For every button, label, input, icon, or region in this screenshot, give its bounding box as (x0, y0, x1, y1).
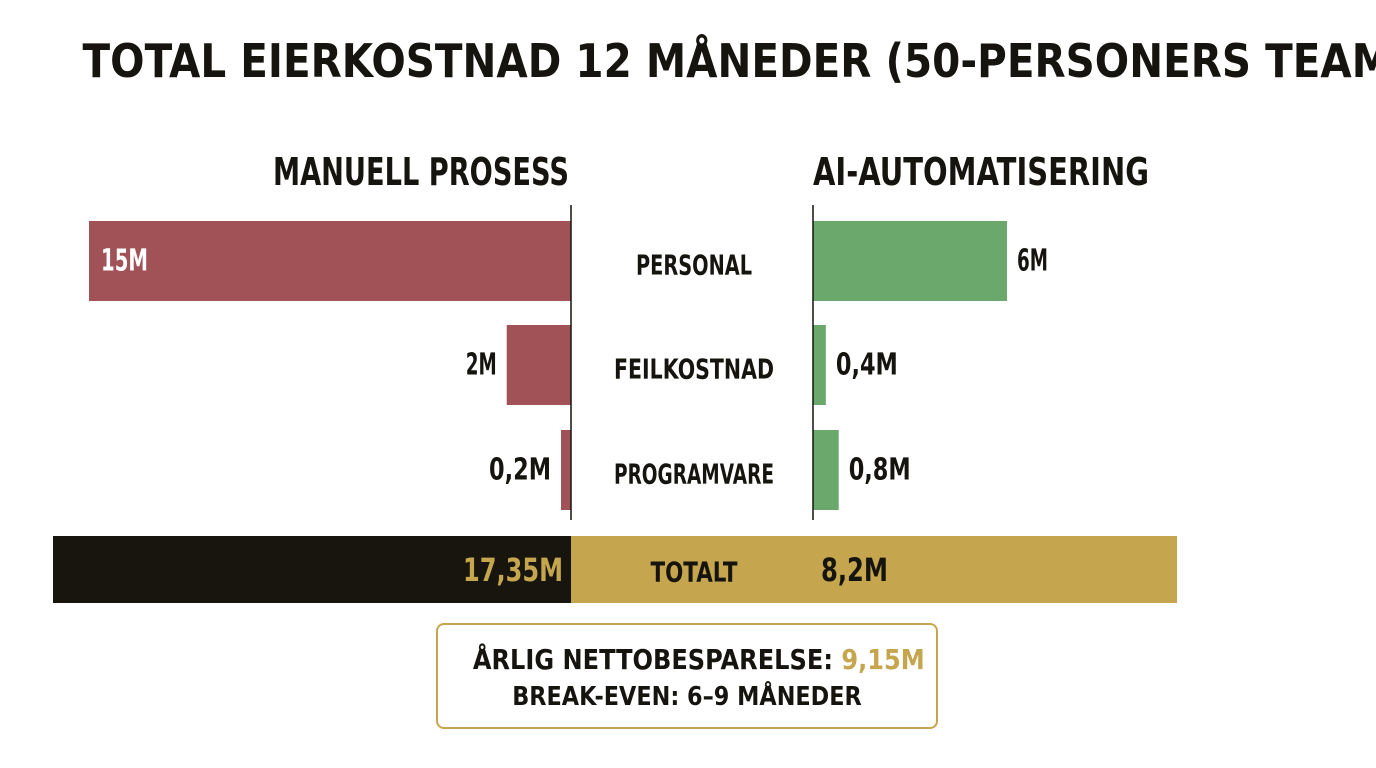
ai-value-label-1: 0,4M (836, 348, 898, 383)
savings-line: ÅRLIG NETTOBESPARELSE: 9,15M (472, 643, 925, 676)
total-category-label: TOTALT (651, 556, 738, 589)
manual-value-label-1: 2M (466, 348, 497, 383)
manual-bar-1 (506, 325, 571, 405)
total-manual-label: 17,35M (463, 551, 563, 589)
category-label-0: PERSONAL (636, 249, 752, 282)
ai-value-label-0: 6M (1017, 244, 1048, 279)
chart-title: TOTAL EIERKOSTNAD 12 MÅNEDER (50-PERSONE… (82, 34, 1376, 88)
butterfly-chart: MANUELL PROSESS AI-AUTOMATISERING 15M 6M PER… (53, 150, 1177, 603)
total-ai-label: 8,2M (821, 551, 888, 589)
savings-label: ÅRLIG NETTOBESPARELSE: (472, 643, 833, 676)
total-manual-bar (53, 536, 571, 603)
savings-summary-box: ÅRLIG NETTOBESPARELSE: 9,15M BREAK-EVEN:… (436, 623, 938, 729)
ai-bar-0 (813, 221, 1007, 301)
manual-bar-0 (89, 221, 571, 301)
ai-value-label-2: 0,8M (849, 453, 911, 488)
manual-bar-2 (561, 430, 571, 510)
category-label-1: FEILKOSTNAD (614, 353, 774, 386)
manual-value-label-2: 0,2M (489, 453, 551, 488)
manual-value-label-0: 15M (101, 244, 148, 279)
savings-value: 9,15M (841, 643, 925, 676)
category-label-2: PROGRAMVARE (614, 458, 774, 491)
total-ai-bar (571, 536, 1177, 603)
breakeven-text: BREAK-EVEN: 6–9 MÅNEDER (512, 682, 862, 712)
ai-series-header: AI-AUTOMATISERING (813, 150, 1149, 194)
ai-bar-1 (813, 325, 826, 405)
manual-series-header: MANUELL PROSESS (273, 150, 569, 194)
ai-bar-2 (813, 430, 839, 510)
